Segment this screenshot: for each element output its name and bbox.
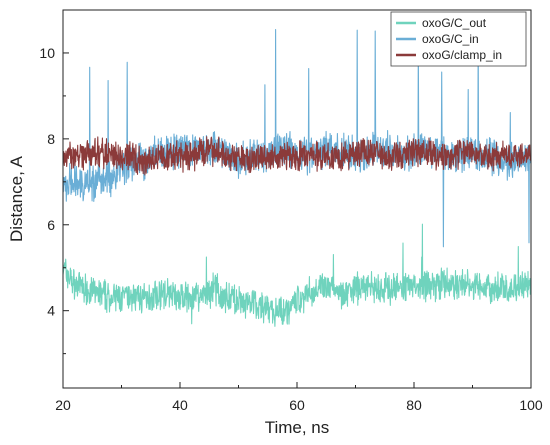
x-tick-label: 20 — [55, 397, 71, 413]
legend-item-c-out: oxoG/C_out — [396, 16, 487, 30]
x-tick-label: 40 — [172, 397, 188, 413]
y-tick-label: 6 — [47, 217, 55, 233]
x-axis-title: Time, ns — [265, 418, 330, 437]
series-line-2 — [63, 136, 531, 176]
x-axis-ticks: 20 40 60 80 100 — [55, 382, 543, 413]
y-axis-ticks: 4 6 8 10 — [39, 9, 69, 355]
legend: oxoG/C_out oxoG/C_in oxoG/clamp_in — [390, 11, 527, 67]
series-line-0 — [63, 223, 531, 327]
y-tick-label: 10 — [39, 45, 55, 61]
plot-frame — [62, 9, 532, 389]
plot-area — [63, 29, 531, 327]
x-tick-label: 80 — [406, 397, 422, 413]
legend-label-clamp-in: oxoG/clamp_in — [422, 48, 502, 62]
x-tick-label: 100 — [519, 397, 543, 413]
x-tick-label: 60 — [289, 397, 305, 413]
y-axis-title: Distance, A — [7, 155, 26, 242]
legend-item-c-in: oxoG/C_in — [396, 32, 479, 46]
legend-label-c-in: oxoG/C_in — [422, 32, 479, 46]
legend-item-clamp-in: oxoG/clamp_in — [396, 48, 502, 62]
legend-label-c-out: oxoG/C_out — [422, 16, 487, 30]
y-tick-label: 8 — [47, 131, 55, 147]
y-tick-label: 4 — [47, 303, 55, 319]
